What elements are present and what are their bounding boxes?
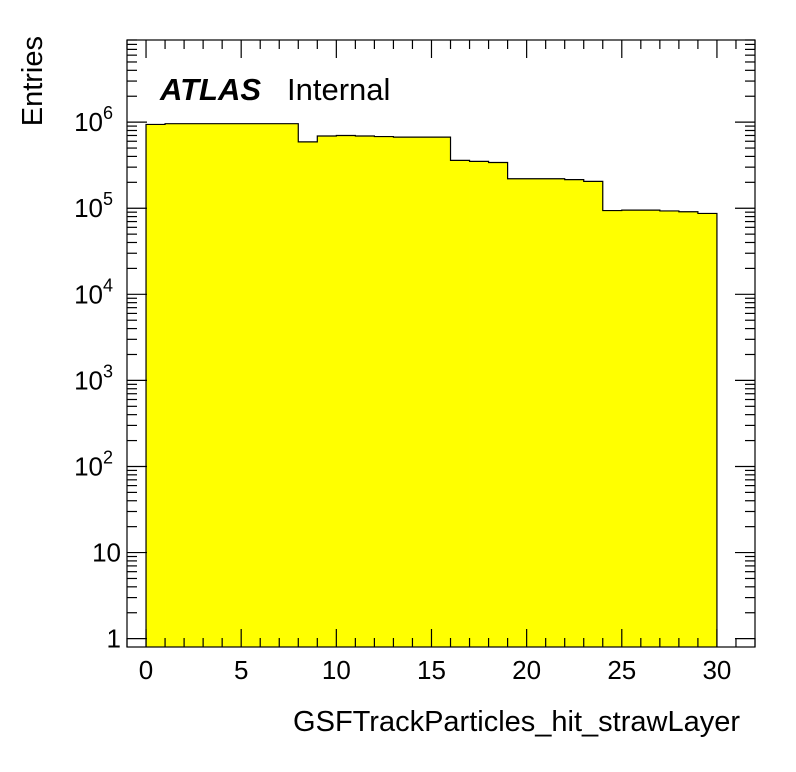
axis-ticks bbox=[126, 39, 756, 647]
histogram-bin bbox=[393, 137, 413, 647]
histogram-bin bbox=[203, 123, 223, 647]
histogram-bin bbox=[526, 178, 547, 648]
histogram-bin bbox=[355, 136, 375, 647]
histogram-bin bbox=[412, 137, 432, 647]
y-tick-labels: 1 10 102 103 104 105 106 bbox=[74, 103, 121, 654]
x-tick-label: 30 bbox=[702, 655, 731, 685]
histogram-bin bbox=[374, 136, 394, 647]
atlas-status-label: Internal bbox=[287, 72, 390, 107]
plot-frame bbox=[126, 39, 756, 648]
histogram-bin bbox=[298, 141, 318, 647]
x-tick-label: 20 bbox=[512, 655, 541, 685]
x-tick-label: 5 bbox=[234, 655, 248, 685]
x-tick-label: 0 bbox=[139, 655, 153, 685]
histogram-bin bbox=[678, 211, 699, 647]
histogram-bin bbox=[146, 124, 166, 647]
histogram-bin bbox=[469, 161, 489, 647]
y-tick-label: 10 bbox=[92, 538, 121, 568]
y-tick-label: 104 bbox=[74, 275, 113, 309]
x-axis-title: GSFTrackParticles_hit_strawLayer bbox=[293, 706, 740, 738]
y-tick-label: 102 bbox=[74, 447, 113, 481]
atlas-label: ATLAS bbox=[159, 72, 261, 107]
histogram-bin bbox=[317, 136, 337, 647]
histogram-fill bbox=[146, 123, 718, 648]
x-tick-label: 10 bbox=[322, 655, 351, 685]
x-tick-labels: 0 5 10 15 20 25 30 bbox=[139, 655, 732, 685]
histogram-bin bbox=[488, 162, 509, 647]
histogram-bin bbox=[697, 213, 718, 647]
histogram-bin bbox=[621, 210, 642, 648]
histogram-bin bbox=[583, 181, 604, 648]
histogram-bin bbox=[241, 123, 261, 647]
x-tick-label: 25 bbox=[607, 655, 636, 685]
y-tick-label: 106 bbox=[74, 103, 113, 137]
y-axis-title: Entries bbox=[17, 36, 49, 126]
x-tick-label: 15 bbox=[417, 655, 446, 685]
histogram-bin bbox=[659, 210, 680, 647]
histogram-outline bbox=[145, 123, 718, 647]
histogram-bin bbox=[602, 210, 623, 648]
histogram-bin bbox=[222, 123, 242, 647]
histogram-bin bbox=[640, 210, 661, 648]
histogram-bin bbox=[450, 160, 470, 647]
histogram-bin bbox=[279, 123, 299, 647]
histogram-bin bbox=[165, 123, 185, 647]
histogram-bin bbox=[545, 178, 566, 648]
histogram-bin bbox=[564, 179, 585, 648]
histogram-bin bbox=[431, 137, 451, 647]
histogram-bin bbox=[184, 123, 204, 647]
y-tick-label: 103 bbox=[74, 361, 113, 395]
y-tick-label: 105 bbox=[74, 189, 113, 223]
histogram-bin bbox=[507, 178, 528, 648]
histogram-bin bbox=[260, 123, 280, 647]
histogram-bin bbox=[336, 135, 356, 647]
y-tick-label: 1 bbox=[107, 624, 121, 654]
